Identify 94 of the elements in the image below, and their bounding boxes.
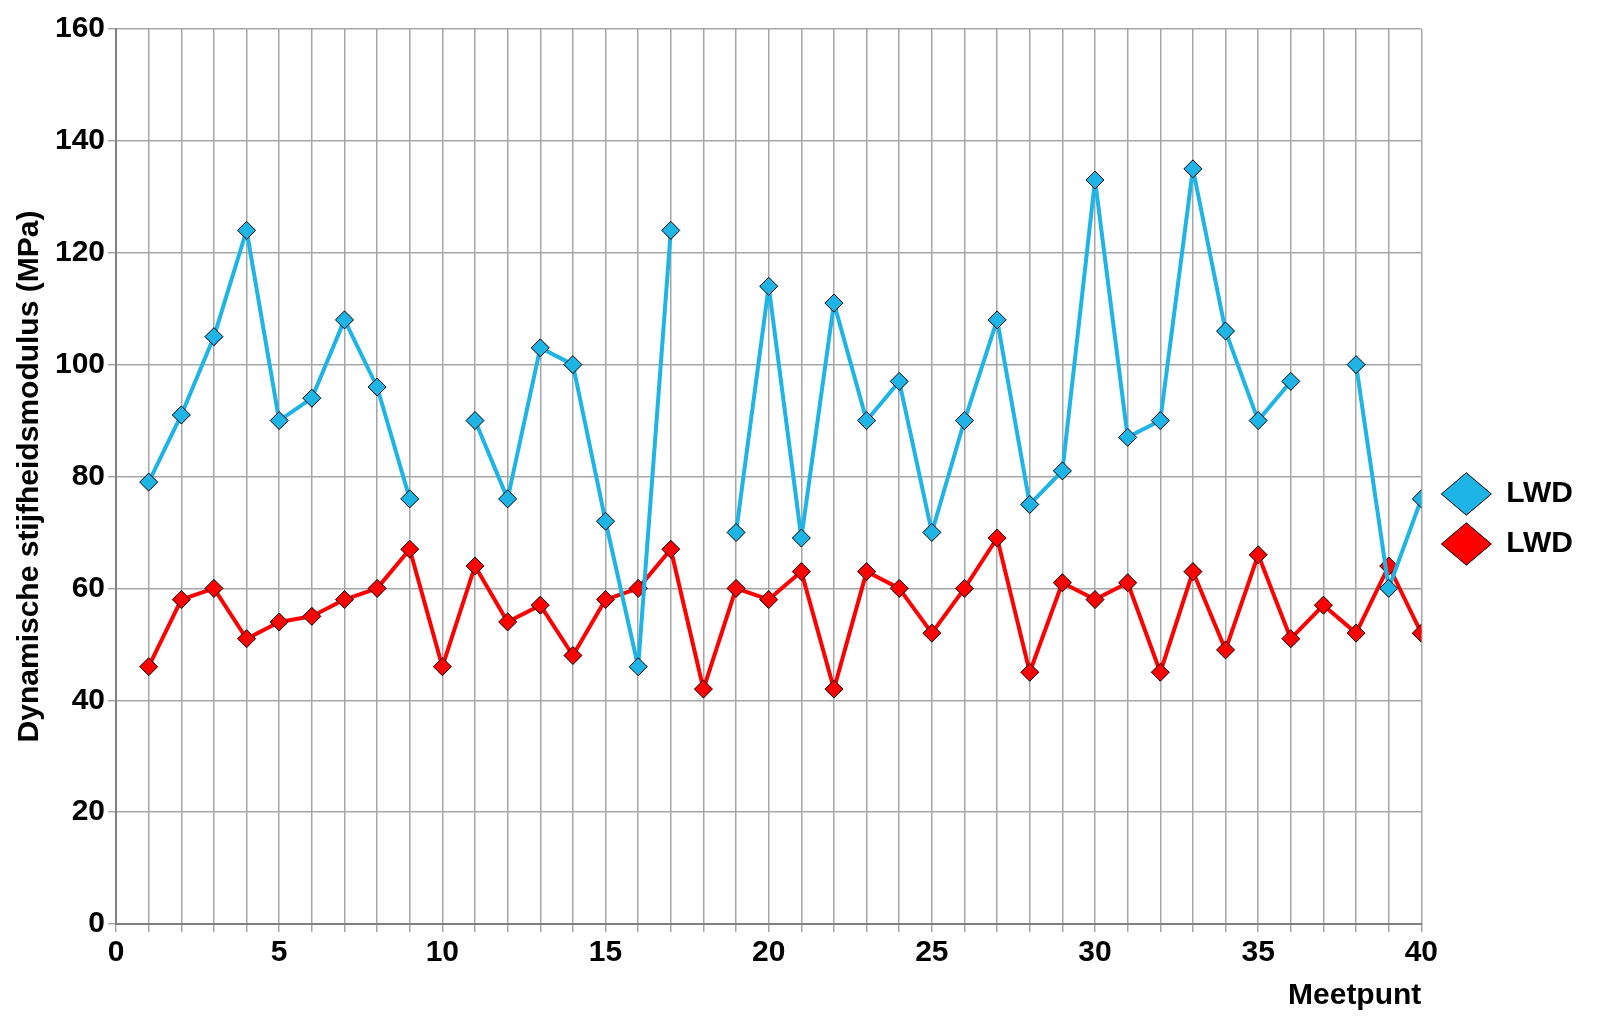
point <box>302 606 322 626</box>
point <box>237 629 257 649</box>
point <box>1216 640 1236 660</box>
point <box>334 590 354 610</box>
legend-label: LWD <box>1506 525 1574 559</box>
point <box>1281 371 1301 391</box>
y-tick-label: 100 <box>54 345 106 379</box>
point <box>693 679 713 699</box>
point <box>857 562 877 582</box>
point <box>563 646 583 665</box>
point <box>1052 573 1072 593</box>
point <box>726 578 746 598</box>
point <box>204 327 224 347</box>
point <box>530 338 550 358</box>
point <box>596 511 616 531</box>
point <box>889 578 909 598</box>
point <box>1379 578 1399 598</box>
point <box>987 310 1007 330</box>
point <box>400 489 420 509</box>
point <box>1052 461 1072 481</box>
point <box>269 411 289 431</box>
point <box>1183 562 1203 582</box>
point <box>628 657 648 677</box>
point <box>432 657 452 677</box>
point <box>596 590 616 610</box>
point <box>465 411 485 431</box>
point <box>987 528 1007 548</box>
point <box>465 556 485 576</box>
point <box>1313 595 1333 615</box>
point <box>824 293 844 313</box>
point <box>824 679 844 699</box>
point <box>139 472 159 492</box>
x-axis-title: Meetpunt <box>1288 977 1422 1011</box>
point <box>1020 662 1040 682</box>
y-tick-label: 20 <box>71 793 106 827</box>
point <box>1346 355 1366 375</box>
point <box>498 489 518 509</box>
y-tick-label: 120 <box>54 234 106 268</box>
y-tick-label: 0 <box>88 905 106 939</box>
point <box>171 590 191 610</box>
point <box>530 595 550 615</box>
point <box>1248 545 1268 565</box>
x-tick-label: 30 <box>1078 934 1112 968</box>
point <box>139 657 159 677</box>
point <box>922 623 942 643</box>
point <box>563 355 583 375</box>
point <box>955 578 974 598</box>
point <box>1183 159 1203 179</box>
point <box>661 539 681 559</box>
point <box>498 612 518 632</box>
point <box>759 590 779 610</box>
x-tick-label: 5 <box>270 934 288 968</box>
x-tick-label: 15 <box>588 934 623 968</box>
point <box>400 539 420 559</box>
point <box>1150 662 1170 682</box>
point <box>791 562 811 582</box>
y-tick-label: 140 <box>54 122 106 156</box>
point <box>726 522 746 542</box>
point <box>204 578 224 598</box>
point <box>269 612 289 632</box>
y-tick-label: 80 <box>71 457 106 491</box>
point <box>1085 590 1105 610</box>
point <box>302 388 322 408</box>
y-tick-label: 40 <box>71 681 106 715</box>
point <box>955 411 974 431</box>
point <box>1118 427 1138 447</box>
y-tick-label: 60 <box>71 569 106 603</box>
point <box>661 220 681 240</box>
point <box>1248 411 1268 431</box>
point <box>922 522 942 542</box>
point <box>791 528 811 548</box>
point <box>1085 170 1105 190</box>
legend-label: LWD <box>1506 475 1574 509</box>
point <box>1150 411 1170 431</box>
point <box>171 405 191 425</box>
point <box>1118 573 1138 593</box>
x-tick-label: 40 <box>1404 934 1439 968</box>
point <box>367 377 387 397</box>
x-tick-label: 35 <box>1241 934 1275 968</box>
x-tick-label: 10 <box>425 934 460 968</box>
point <box>857 411 877 431</box>
point <box>237 220 257 240</box>
point <box>1346 623 1366 643</box>
point <box>1020 494 1040 514</box>
point <box>1281 629 1301 649</box>
y-tick-label: 160 <box>54 10 106 44</box>
point <box>1216 321 1236 341</box>
point <box>889 371 909 391</box>
point <box>367 578 387 598</box>
y-axis-title: Dynamische stijfheidsmodulus (MPa) <box>11 210 45 743</box>
point <box>334 310 354 330</box>
x-tick-label: 25 <box>915 934 949 968</box>
x-tick-label: 20 <box>752 934 786 968</box>
point <box>759 276 779 296</box>
